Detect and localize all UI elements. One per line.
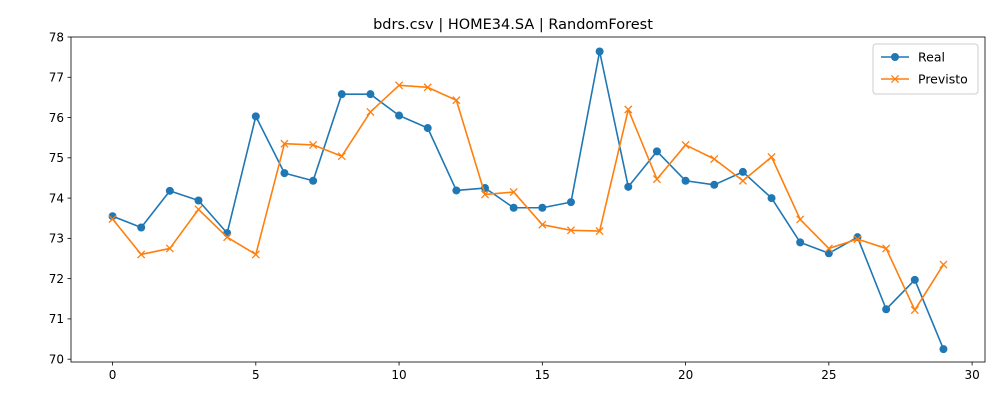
data-point — [423, 124, 432, 133]
data-point — [223, 233, 232, 242]
data-point — [452, 96, 461, 105]
x-tick-label: 0 — [109, 368, 117, 382]
data-point — [595, 227, 604, 236]
data-point — [366, 107, 375, 116]
y-tick-label: 71 — [49, 312, 64, 326]
y-tick-label: 77 — [49, 71, 64, 85]
plot-area: 0 5 10 15 20 25 30 70 71 72 73 74 75 76 77 78 — [49, 30, 986, 382]
series-real — [108, 47, 948, 354]
y-tick-label: 78 — [49, 30, 64, 44]
chart-title: bdrs.csv | HOME34.SA | RandomForest — [373, 17, 653, 33]
data-point — [108, 214, 117, 224]
legend-entry: Real — [881, 50, 945, 65]
data-point — [223, 229, 232, 238]
data-point — [280, 139, 289, 148]
x-tick-label: 20 — [678, 368, 693, 382]
legend-marker — [890, 74, 900, 84]
series-layer — [108, 47, 948, 354]
data-point — [710, 154, 719, 164]
data-point — [452, 186, 461, 195]
data-point — [194, 196, 203, 205]
data-point — [309, 176, 318, 185]
data-point — [652, 175, 661, 184]
legend-marker — [891, 53, 899, 61]
legend-entry: Previsto — [881, 72, 968, 87]
x-tick-label: 25 — [821, 368, 836, 382]
data-point — [824, 244, 833, 253]
plot-frame — [70, 36, 986, 363]
data-point — [337, 152, 346, 161]
data-point — [910, 275, 919, 284]
data-point — [137, 223, 146, 232]
data-point — [767, 194, 776, 203]
data-point — [566, 226, 576, 235]
data-point — [337, 90, 346, 99]
data-point — [165, 244, 174, 253]
data-point — [137, 250, 146, 259]
data-point — [395, 81, 404, 90]
y-tick-label: 72 — [49, 272, 64, 286]
data-point — [194, 205, 203, 214]
series-line — [111, 84, 945, 311]
data-point — [509, 187, 518, 197]
legend-label: Previsto — [918, 72, 968, 87]
data-point — [910, 305, 919, 315]
x-tick-label: 30 — [964, 368, 979, 382]
data-point — [710, 180, 719, 189]
data-point — [624, 182, 633, 191]
data-point — [309, 140, 318, 149]
data-point — [939, 260, 948, 269]
legend-label: Real — [918, 50, 945, 65]
data-point — [853, 235, 862, 244]
data-point — [509, 203, 518, 212]
data-point — [652, 147, 661, 156]
data-point — [681, 176, 690, 185]
series-line — [112, 50, 945, 350]
series-previsto — [108, 81, 948, 315]
data-point — [366, 90, 375, 99]
data-point — [423, 83, 432, 92]
data-point — [796, 215, 805, 224]
data-point — [939, 345, 948, 354]
data-point — [566, 198, 575, 207]
x-tick-label: 5 — [252, 368, 260, 382]
data-point — [251, 250, 260, 259]
data-point — [108, 212, 117, 221]
y-tick-label: 75 — [49, 151, 64, 165]
data-point — [681, 140, 690, 149]
x-tick-label: 10 — [391, 368, 406, 382]
data-point — [165, 186, 174, 195]
x-tick-label: 15 — [535, 368, 550, 382]
data-point — [538, 203, 547, 212]
y-tick-label: 74 — [49, 191, 64, 205]
data-point — [280, 169, 289, 178]
data-point — [738, 167, 747, 176]
data-point — [595, 47, 604, 56]
data-point — [251, 112, 260, 121]
data-point — [538, 220, 547, 229]
legend: Real Previsto — [872, 43, 979, 95]
data-point — [480, 190, 490, 199]
data-point — [738, 176, 747, 185]
data-point — [767, 152, 776, 162]
data-point — [624, 105, 633, 114]
data-point — [395, 111, 404, 120]
data-point — [882, 244, 891, 253]
y-tick-label: 70 — [49, 352, 64, 366]
data-point — [882, 305, 891, 314]
y-tick-label: 73 — [49, 232, 64, 246]
y-tick-label: 76 — [49, 111, 64, 125]
data-point — [796, 238, 805, 247]
